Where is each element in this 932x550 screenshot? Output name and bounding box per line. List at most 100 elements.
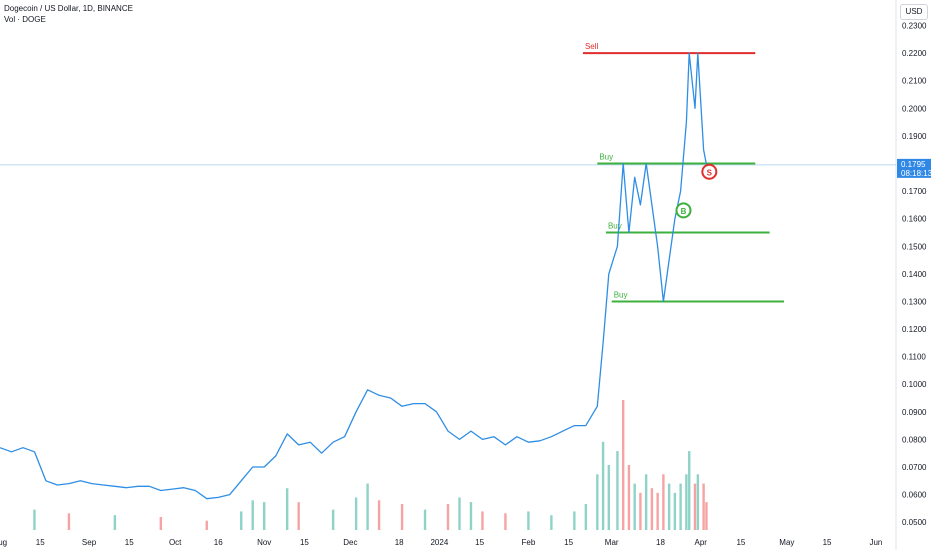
volume-bar: [673, 492, 677, 530]
x-tick-label: Dec: [343, 538, 357, 547]
volume-bar: [688, 451, 691, 530]
x-tick-label: 15: [564, 538, 573, 547]
volume-bar: [650, 488, 654, 530]
volume-bar: [607, 465, 611, 530]
volume-bar: [693, 483, 697, 530]
x-tick-label: Jun: [869, 538, 882, 547]
volume-bar: [644, 474, 648, 530]
price-tag-value: 0.1795: [901, 160, 926, 169]
x-tick-label: Sep: [82, 538, 97, 547]
x-tick-label: 15: [125, 538, 134, 547]
volume-bar: [458, 497, 461, 530]
volume-bar: [621, 400, 625, 530]
volume-bar: [446, 504, 450, 530]
volume-bar: [662, 474, 665, 530]
volume-bar: [527, 511, 530, 530]
volume-bar: [685, 474, 688, 530]
volume-bar: [377, 500, 381, 530]
x-tick-label: 18: [395, 538, 404, 547]
x-tick-label: May: [779, 538, 794, 547]
volume-bar: [696, 474, 700, 530]
volume-bar: [331, 509, 335, 530]
x-tick-label: Aug: [0, 538, 7, 547]
volume-bar: [469, 502, 473, 530]
y-tick-label: 0.2000: [902, 104, 927, 113]
trade-markers: BS: [675, 163, 718, 219]
volume-bar: [366, 483, 369, 530]
volume-bar: [297, 502, 300, 530]
x-tick-label: Mar: [605, 538, 619, 547]
y-axis: 0.23000.22000.21000.20000.19000.18000.17…: [895, 0, 927, 550]
volume-bar: [627, 465, 631, 530]
buy-line-label: Buy: [614, 290, 628, 299]
y-tick-label: 0.0600: [902, 491, 927, 500]
volume-bar: [423, 509, 427, 530]
volume-legend: Vol · DOGE: [4, 15, 46, 24]
y-tick-label: 0.1500: [902, 242, 927, 251]
y-tick-label: 0.0700: [902, 463, 927, 472]
buy-line-label: Buy: [608, 221, 622, 230]
volume-bar: [159, 517, 163, 530]
y-tick-label: 0.2200: [902, 49, 927, 58]
buy-line-label: Buy: [599, 152, 613, 161]
x-tick-label: Feb: [522, 538, 536, 547]
volume-bar: [667, 483, 671, 530]
y-tick-label: 0.1900: [902, 132, 927, 141]
volume-bar: [251, 500, 254, 530]
volume-bar: [504, 513, 507, 530]
price-series-line: [0, 52, 708, 500]
y-tick-label: 0.0900: [902, 408, 927, 417]
volume-bar: [573, 511, 576, 530]
volume-bar: [584, 504, 588, 530]
x-tick-label: 15: [300, 538, 309, 547]
symbol-title: Dogecoin / US Dollar, 1D, BINANCE: [4, 4, 133, 13]
x-tick-label: 15: [475, 538, 484, 547]
volume-bar: [400, 504, 404, 530]
x-tick-label: Apr: [694, 538, 707, 547]
y-tick-label: 0.2100: [902, 77, 927, 86]
volume-bar: [33, 509, 36, 530]
volume-bar: [113, 515, 117, 530]
volume-bar: [705, 502, 708, 530]
y-tick-label: 0.0800: [902, 435, 927, 444]
sell-line-label: Sell: [585, 42, 599, 51]
sell-marker-label: S: [707, 168, 713, 177]
sell-marker-circle: [701, 163, 718, 180]
volume-bar: [550, 515, 553, 530]
x-tick-label: 15: [823, 538, 832, 547]
x-tick-label: 15: [36, 538, 45, 547]
volume-bar: [656, 492, 659, 530]
buy-marker-label: B: [681, 207, 687, 216]
buy-marker-circle: [675, 202, 692, 219]
price-series: [0, 52, 708, 500]
x-tick-label: 2024: [430, 538, 448, 547]
y-tick-label: 0.1400: [902, 270, 927, 279]
volume-bar: [67, 513, 71, 530]
y-tick-label: 0.0500: [902, 518, 927, 527]
price-tag-bg: [897, 158, 931, 178]
volume-bar: [633, 483, 636, 530]
volume-bar: [205, 520, 208, 530]
y-tick-label: 0.1100: [902, 353, 926, 362]
volume-bar: [240, 511, 243, 530]
volume-bar: [639, 492, 642, 530]
volume-bar: [596, 474, 599, 530]
y-tick-label: 0.2300: [902, 22, 927, 31]
volume-bars: [33, 400, 708, 530]
y-tick-label: 0.1300: [902, 297, 927, 306]
volume-bar: [616, 451, 619, 530]
volume-bar: [354, 497, 358, 530]
x-tick-label: 16: [214, 538, 223, 547]
annotation-lines: Sell Buy Buy Buy: [582, 42, 784, 303]
volume-bar: [679, 483, 682, 530]
x-tick-label: 15: [736, 538, 745, 547]
y-tick-label: 0.1200: [902, 325, 927, 334]
x-axis: Aug 15 Sep 15 Oct 16 Nov 15 Dec 18 2024 15 Feb 15 Mar 1…: [0, 538, 882, 547]
currency-button[interactable]: USD: [900, 4, 928, 20]
volume-bar: [601, 441, 605, 530]
y-tick-label: 0.1000: [902, 380, 927, 389]
volume-bar: [481, 511, 484, 530]
